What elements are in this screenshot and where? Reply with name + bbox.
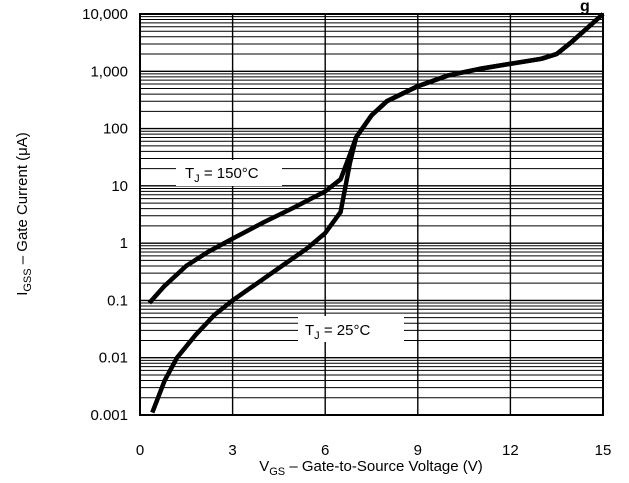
callout-25c-bg — [298, 316, 404, 342]
x-axis-title-main: V — [259, 458, 269, 475]
x-tick-label: 3 — [228, 442, 236, 459]
y-axis-title-rest: – Gate Current (μA) — [14, 132, 31, 268]
y-tick-label: 10,000 — [82, 6, 128, 23]
callout-150c-bg — [176, 160, 282, 186]
y-axis-title: IGSS – Gate Current (μA) — [14, 132, 34, 296]
y-tick-label: 0.1 — [107, 292, 128, 309]
x-tick-label: 9 — [414, 442, 422, 459]
x-axis-title: VGS – Gate-to-Source Voltage (V) — [259, 458, 483, 478]
y-tick-label: 1,000 — [90, 63, 128, 80]
x-tick-labels: 0 3 6 9 12 15 — [136, 442, 612, 459]
x-tick-label: 15 — [595, 442, 612, 459]
y-tick-label: 0.01 — [99, 350, 128, 367]
series-layer — [147, 12, 605, 414]
y-tick-label: 100 — [103, 121, 128, 138]
y-tick-label: 1 — [120, 235, 128, 252]
series-label-150c: TJ = 150°C — [185, 165, 259, 185]
series-line-1 — [150, 12, 605, 414]
series-label-150c-sub: J — [194, 173, 200, 185]
x-axis-title-sub: GS — [269, 466, 285, 478]
series-label-25c-rest: = 25°C — [320, 322, 371, 339]
series-label-25c: TJ = 25°C — [305, 322, 370, 342]
y-axis-title-main: I — [14, 292, 31, 296]
grid-lines — [139, 14, 604, 416]
series-label-150c-main: T — [185, 165, 194, 182]
x-axis-title-rest: – Gate-to-Source Voltage (V) — [285, 458, 483, 475]
y-tick-label: 0.001 — [90, 407, 128, 424]
y-axis-title-sub: GSS — [22, 268, 34, 291]
series-label-25c-main: T — [305, 322, 314, 339]
y-tick-labels: 0.001 0.01 0.1 1 10 100 1,000 10,000 — [82, 6, 128, 424]
plot-frame — [139, 13, 604, 416]
x-tick-label: 12 — [502, 442, 519, 459]
x-tick-label: 6 — [321, 442, 329, 459]
header-fragment: g — [580, 0, 590, 15]
x-tick-label: 0 — [136, 442, 144, 459]
y-tick-label: 10 — [111, 178, 128, 195]
series-label-150c-rest: = 150°C — [200, 165, 259, 182]
series-label-25c-sub: J — [314, 330, 320, 342]
